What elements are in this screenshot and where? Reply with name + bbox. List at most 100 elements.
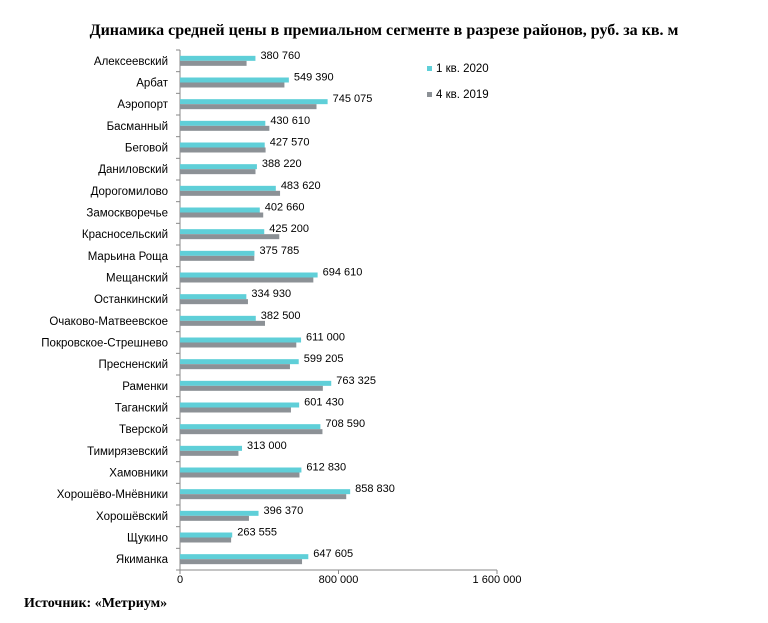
- data-label: 380 760: [260, 50, 300, 62]
- category-label: Тверской: [119, 424, 168, 436]
- bar-4q2019: [180, 82, 285, 88]
- bar-1q2020: [180, 250, 255, 256]
- legend-swatch: [427, 66, 432, 71]
- category-label: Замоскворечье: [86, 208, 168, 220]
- bar-4q2019: [180, 212, 264, 218]
- data-label: 647 605: [313, 548, 353, 560]
- bar-1q2020: [180, 164, 257, 170]
- bar-1q2020: [180, 315, 256, 321]
- category-label: Останкинский: [94, 294, 168, 306]
- legend-label: 4 кв. 2019: [436, 89, 489, 101]
- bar-1q2020: [180, 489, 351, 495]
- data-label: 599 205: [304, 353, 344, 365]
- chart-title: Динамика средней цены в премиальном сегм…: [89, 22, 679, 39]
- x-tick-label: 0: [177, 574, 183, 586]
- category-label: Тимирязевский: [87, 446, 168, 458]
- source-note: Источник: «Метриум»: [24, 596, 168, 611]
- data-label: 430 610: [270, 115, 310, 127]
- legend-label: 1 кв. 2020: [436, 63, 489, 75]
- data-label: 402 660: [265, 202, 305, 214]
- category-label: Алексеевский: [94, 56, 168, 68]
- bar-4q2019: [180, 559, 303, 565]
- data-label: 611 000: [306, 332, 345, 344]
- category-label: Даниловский: [98, 164, 168, 176]
- bar-4q2019: [180, 277, 314, 283]
- category-label: Хорошёвский: [96, 511, 168, 523]
- bar-4q2019: [180, 104, 317, 110]
- category-label: Марьина Роща: [88, 251, 169, 263]
- bar-1q2020: [180, 510, 259, 516]
- category-label: Арбат: [136, 78, 169, 90]
- bar-1q2020: [180, 380, 332, 386]
- bar-1q2020: [180, 272, 318, 278]
- bar-4q2019: [180, 190, 281, 196]
- bar-1q2020: [180, 120, 266, 126]
- data-label: 745 075: [333, 93, 373, 105]
- data-label: 763 325: [336, 375, 376, 387]
- bar-4q2019: [180, 125, 270, 131]
- category-label: Таганский: [115, 403, 168, 415]
- category-label: Беговой: [125, 143, 168, 155]
- bar-1q2020: [180, 467, 302, 473]
- data-label: 382 500: [261, 310, 301, 322]
- category-label: Басманный: [107, 121, 168, 133]
- bar-1q2020: [180, 532, 233, 538]
- bar-4q2019: [180, 255, 255, 261]
- data-label: 396 370: [264, 505, 304, 517]
- category-label: Очаково-Матвеевское: [49, 316, 168, 328]
- bar-1q2020: [180, 554, 309, 560]
- bar-1q2020: [180, 185, 276, 191]
- category-label: Пресненский: [98, 359, 168, 371]
- data-label: 694 610: [323, 267, 363, 279]
- category-label: Щукино: [127, 533, 168, 545]
- bar-1q2020: [180, 99, 328, 105]
- bar-1q2020: [180, 337, 302, 343]
- x-tick-label: 800 000: [319, 574, 359, 586]
- bar-1q2020: [180, 142, 265, 148]
- bar-4q2019: [180, 515, 249, 521]
- category-label: Мещанский: [106, 273, 168, 285]
- category-label: Якиманка: [116, 554, 169, 566]
- bar-4q2019: [180, 385, 323, 391]
- bar-1q2020: [180, 424, 321, 430]
- bar-1q2020: [180, 229, 265, 235]
- bar-4q2019: [180, 429, 323, 435]
- x-tick-label: 1 600 000: [473, 574, 522, 586]
- bar-4q2019: [180, 494, 347, 500]
- data-label: 708 590: [325, 418, 365, 430]
- data-label: 375 785: [259, 245, 299, 257]
- data-label: 427 570: [270, 137, 310, 149]
- bar-4q2019: [180, 299, 248, 305]
- data-label: 601 430: [304, 397, 344, 409]
- bar-1q2020: [180, 294, 247, 300]
- category-label: Хамовники: [109, 468, 168, 480]
- data-label: 334 930: [251, 288, 291, 300]
- data-label: 388 220: [262, 158, 302, 170]
- bar-1q2020: [180, 77, 289, 83]
- bar-1q2020: [180, 55, 256, 61]
- bar-4q2019: [180, 234, 280, 240]
- bar-4q2019: [180, 407, 291, 413]
- data-label: 263 555: [237, 527, 277, 539]
- bar-4q2019: [180, 472, 300, 478]
- bar-4q2019: [180, 537, 232, 543]
- bar-4q2019: [180, 147, 266, 153]
- bar-1q2020: [180, 445, 243, 451]
- category-label: Дорогомилово: [91, 186, 168, 198]
- category-label: Хорошёво-Мнёвники: [57, 489, 168, 501]
- bar-4q2019: [180, 364, 290, 370]
- data-label: 858 830: [355, 483, 395, 495]
- bar-4q2019: [180, 169, 256, 175]
- bar-1q2020: [180, 207, 260, 213]
- data-label: 425 200: [269, 223, 309, 235]
- category-label: Аэропорт: [117, 99, 168, 111]
- bar-1q2020: [180, 359, 299, 365]
- bar-4q2019: [180, 342, 297, 348]
- data-label: 483 620: [281, 180, 321, 192]
- category-label: Покровское-Стрешнево: [41, 338, 168, 350]
- category-label: Раменки: [122, 381, 168, 393]
- data-label: 612 830: [306, 462, 346, 474]
- legend-swatch: [427, 92, 432, 97]
- bar-4q2019: [180, 60, 247, 66]
